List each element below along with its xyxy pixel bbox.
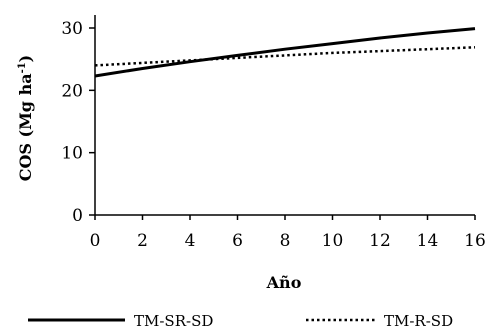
y-axis-title: COS (Mg ha-1): [16, 55, 35, 182]
y-axis-title-main: COS (Mg ha: [16, 73, 35, 181]
x-axis-title: Año: [266, 273, 302, 292]
axes: [94, 15, 475, 216]
x-ticks: 0 2 4 6 8 10 12 14 16: [90, 215, 486, 251]
y-tick-label: 0: [72, 206, 83, 226]
y-axis-title-close: ): [16, 55, 35, 63]
legend-label-tm-sr-sd: TM-SR-SD: [134, 312, 213, 330]
x-tick-label: 6: [232, 231, 243, 251]
x-tick-label: 4: [185, 231, 196, 251]
y-tick-label: 20: [61, 81, 83, 101]
x-tick-label: 16: [464, 231, 486, 251]
legend: TM-SR-SD TM-R-SD: [28, 312, 453, 330]
x-tick-label: 8: [280, 231, 291, 251]
x-tick-label: 2: [137, 231, 148, 251]
x-tick-label: 10: [322, 231, 344, 251]
series-lines: [94, 27, 476, 78]
series-line-tm-sr-sd: [94, 27, 476, 78]
y-tick-label: 30: [61, 19, 83, 39]
y-tick-label: 10: [61, 144, 83, 164]
y-ticks: 0 10 20 30: [61, 19, 95, 226]
legend-label-tm-r-sd: TM-R-SD: [384, 312, 453, 330]
x-tick-label: 12: [369, 231, 391, 251]
x-tick-label: 0: [90, 231, 101, 251]
x-tick-label: 14: [417, 231, 439, 251]
y-axis-title-sup: -1: [17, 62, 28, 73]
